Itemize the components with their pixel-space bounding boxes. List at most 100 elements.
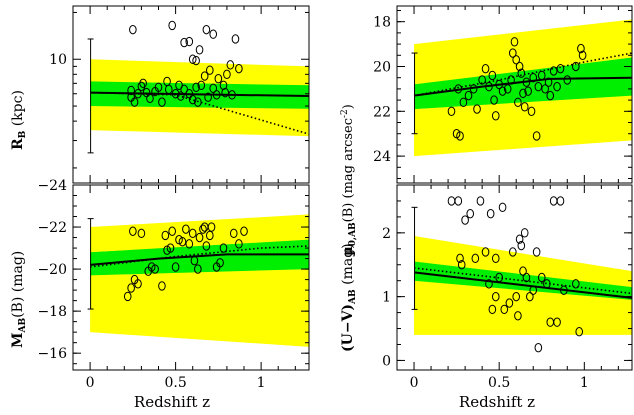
y-tick-label: 22 — [373, 104, 391, 120]
data-point — [200, 71, 209, 81]
data-point — [556, 196, 565, 206]
ylabel-rb: RB (kpc) — [10, 90, 28, 150]
data-point — [190, 255, 199, 266]
x-tick-label: 0.5 — [488, 375, 510, 391]
y-tick-label: 24 — [373, 149, 391, 165]
data-point — [231, 34, 240, 44]
xlabel-right: Redshift z — [459, 393, 535, 411]
data-point — [178, 237, 187, 247]
x-tick-label: 1 — [580, 375, 589, 391]
solid-line — [413, 76, 632, 97]
ylabel-mu: μ0,AB(B) (mag arcsec-2) — [340, 104, 358, 256]
data-point — [235, 63, 243, 74]
plot-frame — [72, 184, 310, 371]
data-point — [146, 93, 154, 104]
plot-frame — [396, 184, 633, 371]
data-point — [214, 73, 223, 84]
data-point — [517, 240, 526, 251]
data-point — [529, 285, 538, 295]
data-point — [515, 61, 524, 72]
data-point — [204, 92, 212, 102]
data-point — [563, 75, 572, 85]
data-point — [456, 131, 464, 141]
data-point — [127, 283, 135, 293]
y-tick-label: 2 — [382, 226, 391, 242]
data-point — [485, 81, 493, 92]
data-point — [202, 241, 211, 251]
data-point — [534, 342, 543, 353]
xlabel-left: Redshift z — [134, 393, 210, 411]
data-point — [520, 102, 529, 112]
data-point — [206, 65, 214, 75]
data-point — [515, 234, 524, 244]
data-point — [505, 298, 514, 308]
data-point — [188, 228, 197, 239]
data-point — [221, 87, 230, 98]
data-point — [199, 224, 207, 234]
data-point — [139, 78, 147, 89]
data-point — [473, 104, 481, 114]
ylabel-uv: (U−V)AB (mag) — [340, 243, 358, 352]
data-point — [498, 86, 507, 96]
data-point — [151, 264, 159, 274]
data-point — [517, 68, 526, 78]
data-point — [456, 253, 464, 264]
data-point — [454, 84, 463, 94]
data-point — [520, 228, 529, 238]
data-point — [553, 81, 561, 92]
data-point — [508, 247, 517, 257]
data-point — [212, 90, 221, 100]
x-tick-label: 0 — [410, 375, 419, 391]
data-point — [188, 94, 197, 105]
data-point — [500, 304, 509, 315]
data-point — [522, 77, 531, 87]
data-point — [543, 279, 551, 289]
data-point — [202, 24, 211, 35]
data-point — [577, 43, 585, 54]
data-point — [123, 291, 132, 302]
data-point — [195, 45, 204, 55]
data-point — [130, 97, 139, 107]
data-point — [485, 279, 493, 289]
y-tick-label: 1 — [382, 290, 391, 306]
data-point — [491, 253, 500, 264]
data-point — [495, 79, 503, 90]
data-point — [137, 81, 146, 91]
data-point — [228, 90, 236, 100]
data-point — [164, 84, 173, 95]
data-point — [235, 239, 243, 249]
y-tick-label: −24 — [37, 178, 67, 194]
data-point — [216, 258, 224, 268]
y-tick-label: −18 — [37, 304, 67, 320]
data-point — [526, 291, 534, 302]
data-point — [510, 37, 519, 47]
y-tick-label: 0 — [382, 353, 391, 369]
data-point — [476, 196, 485, 206]
data-point — [226, 60, 235, 70]
y-tick-label: −22 — [37, 220, 67, 236]
data-point — [519, 266, 527, 276]
data-point — [541, 84, 549, 94]
data-point — [129, 226, 137, 236]
data-point — [223, 69, 231, 80]
data-point — [459, 97, 468, 108]
data-point — [469, 84, 478, 94]
data-point — [514, 97, 522, 108]
data-point — [168, 20, 176, 31]
data-point — [575, 327, 584, 337]
data-point — [158, 281, 166, 291]
data-point — [195, 232, 204, 243]
data-point — [158, 97, 166, 107]
dotted-line — [413, 267, 632, 295]
data-point — [490, 95, 498, 105]
y-tick-label: 10 — [49, 52, 67, 68]
data-point — [522, 272, 531, 283]
solid-line — [413, 271, 632, 299]
data-point — [454, 196, 463, 206]
data-point — [182, 224, 190, 234]
data-point — [134, 89, 142, 99]
data-point — [192, 82, 200, 93]
panel-rb: 10 — [49, 5, 310, 184]
data-point — [495, 272, 503, 283]
data-point — [151, 86, 159, 97]
